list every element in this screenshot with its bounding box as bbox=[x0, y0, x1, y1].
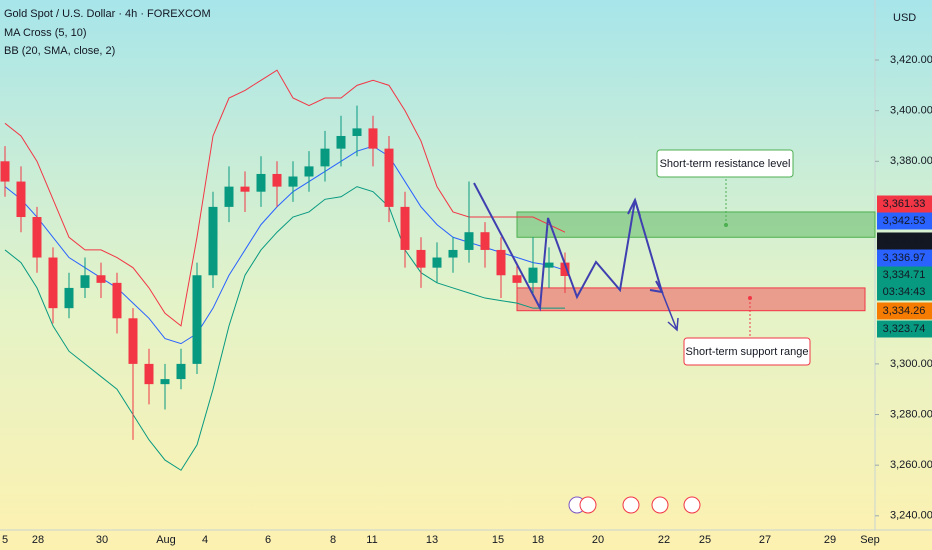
currency: USD bbox=[893, 12, 916, 24]
y-tick-label: 3,300.00 bbox=[890, 358, 932, 370]
candle-body bbox=[112, 282, 122, 319]
price-tag-label: 03:34:43 bbox=[883, 286, 926, 298]
y-tick-label: 3,260.00 bbox=[890, 459, 932, 471]
candle-body bbox=[32, 217, 42, 258]
candle-body bbox=[176, 363, 186, 380]
x-tick-label: Aug bbox=[156, 534, 176, 546]
candle-body bbox=[352, 128, 362, 136]
price-tag bbox=[877, 212, 932, 230]
x-tick-label: 8 bbox=[330, 534, 336, 546]
candle-body bbox=[560, 262, 570, 276]
callout-label: Short-term resistance level bbox=[660, 158, 791, 170]
candle-body bbox=[368, 128, 378, 149]
callout-box bbox=[683, 337, 811, 366]
candle-body bbox=[480, 232, 490, 250]
x-tick-label: 27 bbox=[759, 534, 771, 546]
x-tick-label: 13 bbox=[426, 534, 438, 546]
callout-dot bbox=[748, 296, 752, 300]
candle-body bbox=[336, 135, 346, 149]
x-tick-label: 11 bbox=[366, 534, 377, 546]
y-tick-label: 3,240.00 bbox=[890, 510, 932, 522]
zone bbox=[516, 287, 866, 312]
band-line bbox=[4, 69, 566, 327]
x-tick-label: 29 bbox=[824, 534, 836, 546]
candle-body bbox=[16, 181, 26, 218]
candle-body bbox=[240, 186, 250, 192]
candle-body bbox=[192, 275, 202, 364]
candle-body bbox=[288, 176, 298, 187]
candle-body bbox=[416, 249, 426, 268]
x-tick-label: 28 bbox=[32, 534, 44, 546]
price-tag bbox=[877, 302, 932, 320]
price-tag bbox=[877, 249, 932, 267]
candle-body bbox=[512, 275, 522, 283]
projection-path bbox=[473, 182, 663, 312]
x-tick-label: 25 bbox=[699, 534, 711, 546]
indicator: BB (20, SMA, close, 2) bbox=[4, 45, 115, 57]
candle-body bbox=[144, 363, 154, 385]
candle-body bbox=[464, 232, 474, 250]
price-tag bbox=[877, 283, 932, 301]
candle-body bbox=[496, 249, 506, 276]
price-tag bbox=[877, 320, 932, 338]
x-tick-label: 22 bbox=[658, 534, 670, 546]
x-tick-label: Sep bbox=[860, 534, 880, 546]
price-tag-label: 3,338.84 bbox=[883, 235, 926, 247]
y-tick-label: 3,420.00 bbox=[890, 54, 932, 66]
x-tick-label: 18 bbox=[532, 534, 544, 546]
candle-body bbox=[208, 206, 218, 276]
candle-body bbox=[80, 275, 90, 288]
candle-body bbox=[224, 186, 234, 207]
candle-body bbox=[0, 161, 10, 182]
price-tag bbox=[877, 232, 932, 250]
zone bbox=[516, 211, 876, 238]
plot bbox=[0, 69, 876, 471]
candle-body bbox=[304, 166, 314, 177]
y-tick-label: 3,280.00 bbox=[890, 408, 932, 420]
candle-body bbox=[160, 379, 170, 385]
projection-path bbox=[661, 291, 678, 331]
candle-body bbox=[400, 206, 410, 250]
x-tick-label: 30 bbox=[96, 534, 108, 546]
y-tick-label: 3,400.00 bbox=[890, 105, 932, 117]
arrow-head bbox=[667, 317, 679, 332]
indicator: MA Cross (5, 10) bbox=[4, 27, 87, 39]
candle-body bbox=[384, 148, 394, 207]
candle-body bbox=[448, 249, 458, 258]
price-tag-label: 3,334.71 bbox=[883, 269, 926, 281]
callout-dot bbox=[724, 223, 728, 227]
candle-body bbox=[128, 318, 138, 364]
candle-body bbox=[320, 148, 330, 167]
candle-body bbox=[64, 287, 74, 309]
price-tag-label: 3,334.26 bbox=[883, 305, 926, 317]
candle-body bbox=[528, 267, 538, 283]
x-tick-label: 5 bbox=[2, 534, 8, 546]
callout-label: Short-term support range bbox=[686, 346, 809, 358]
y-tick-label: 3,380.00 bbox=[890, 155, 932, 167]
band-line bbox=[4, 186, 565, 471]
arrow-head bbox=[627, 197, 641, 217]
price-tag bbox=[877, 195, 932, 213]
price-tag-label: 3,342.53 bbox=[883, 215, 926, 227]
price-tag-label: 3,361.33 bbox=[883, 198, 926, 210]
symbol-title: Gold Spot / U.S. Dollar · 4h · FOREXCOM bbox=[4, 8, 211, 20]
event-icons bbox=[568, 496, 701, 514]
candle-body bbox=[96, 275, 106, 283]
x-tick-label: 20 bbox=[592, 534, 604, 546]
price-tag-label: 3,323.74 bbox=[883, 323, 926, 335]
price-tag bbox=[877, 266, 932, 284]
candle-body bbox=[272, 173, 282, 187]
price-tag-label: 3,336.97 bbox=[883, 252, 926, 264]
x-tick-label: 15 bbox=[492, 534, 504, 546]
candle-body bbox=[48, 257, 58, 309]
candle-body bbox=[432, 257, 442, 268]
candle-body bbox=[544, 262, 554, 268]
candle-body bbox=[256, 173, 266, 192]
x-tick-label: 6 bbox=[265, 534, 271, 546]
callout-box bbox=[656, 149, 794, 178]
x-tick-label: 4 bbox=[202, 534, 208, 546]
